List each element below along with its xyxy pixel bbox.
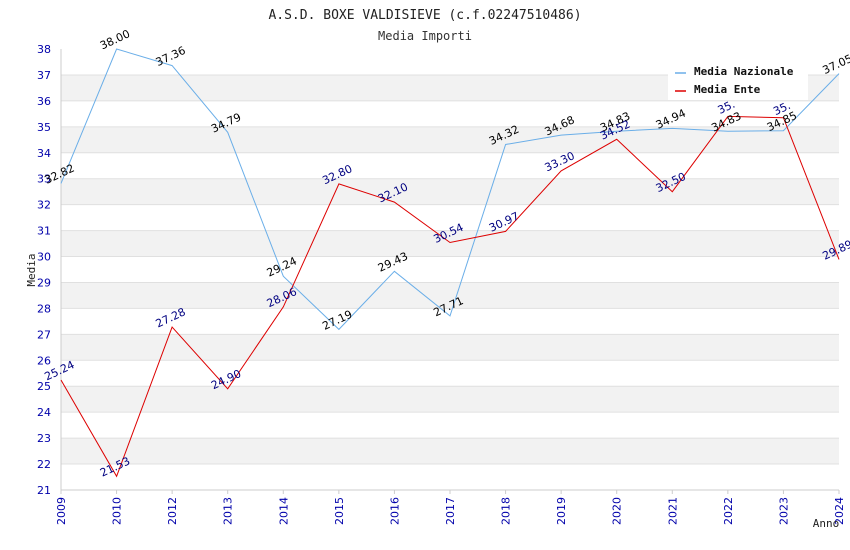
y-tick-label: 24: [37, 406, 51, 419]
x-tick-label: 2015: [333, 497, 346, 525]
grid-band: [61, 204, 839, 231]
x-tick-label: 2009: [55, 497, 68, 525]
y-tick-label: 21: [37, 484, 51, 497]
y-axis-label: Media: [25, 253, 38, 286]
x-axis-label: Anno: [813, 517, 840, 530]
y-tick-label: 38: [37, 43, 51, 56]
x-tick-label: 2024: [833, 497, 846, 525]
x-tick-label: 2016: [388, 497, 401, 525]
y-tick-label: 22: [37, 458, 51, 471]
grid-band: [61, 334, 839, 361]
y-tick-label: 36: [37, 95, 51, 108]
y-tick-label: 26: [37, 354, 51, 367]
x-tick-label: 2013: [222, 497, 235, 525]
y-tick-label: 23: [37, 432, 51, 445]
y-tick-label: 32: [37, 199, 51, 212]
grid-band: [61, 412, 839, 439]
grid-band: [61, 152, 839, 179]
grid-band: [61, 100, 839, 127]
chart-title: A.S.D. BOXE VALDISIEVE (c.f.02247510486): [268, 8, 581, 23]
y-tick-label: 25: [37, 380, 51, 393]
y-tick-label: 34: [37, 147, 51, 160]
x-tick-label: 2019: [555, 497, 568, 525]
legend-box: [668, 62, 808, 100]
x-tick-label: 2017: [444, 497, 457, 525]
grid-band: [61, 386, 839, 413]
y-tick-label: 29: [37, 276, 51, 289]
legend-label-ente: Media Ente: [694, 83, 761, 96]
y-tick-labels: 21 22 23 24 25 26 27 28 29 30 31 32 33 34 35 36 37 38: [37, 43, 51, 497]
y-tick-label: 27: [37, 328, 51, 341]
series-lines: [60, 48, 840, 478]
y-tick-label: 37: [37, 69, 51, 82]
y-tick-label: 31: [37, 225, 51, 238]
x-tick-label: 2018: [500, 497, 513, 525]
grid-band: [61, 308, 839, 335]
x-tick-label: 2021: [666, 497, 679, 525]
grid-band: [61, 178, 839, 205]
grid-band: [61, 230, 839, 257]
legend-label-nazionale: Media Nazionale: [694, 65, 794, 78]
x-tick-label: 2020: [611, 497, 624, 525]
legend: Media Nazionale Media Ente: [668, 62, 808, 100]
x-tick-label: 2022: [722, 497, 735, 525]
axes: [60, 49, 840, 494]
grid-band: [61, 464, 839, 490]
data-label: 38.00: [98, 27, 132, 52]
x-tick-label: 2010: [111, 497, 124, 525]
y-tick-label: 35: [37, 121, 51, 134]
chart-subtitle: Media Importi: [378, 29, 472, 43]
series-line-nazionale: [60, 48, 840, 331]
grid-band: [61, 256, 839, 283]
grid-band: [61, 360, 839, 387]
x-tick-label: 2012: [166, 497, 179, 525]
grid-band: [61, 126, 839, 153]
x-tick-label: 2023: [777, 497, 790, 525]
y-tick-label: 28: [37, 302, 51, 315]
y-tick-label: 30: [37, 251, 51, 264]
x-tick-labels: 2009 2010 2012 2013 2014 2015 2016 2017 2018 2019…: [55, 497, 846, 525]
grid-band: [61, 282, 839, 309]
series-line-ente: [60, 115, 840, 478]
x-tick-label: 2014: [277, 497, 290, 525]
grid-band: [61, 438, 839, 465]
grid-bands: [61, 49, 839, 491]
y-tick-label: 33: [37, 173, 51, 186]
